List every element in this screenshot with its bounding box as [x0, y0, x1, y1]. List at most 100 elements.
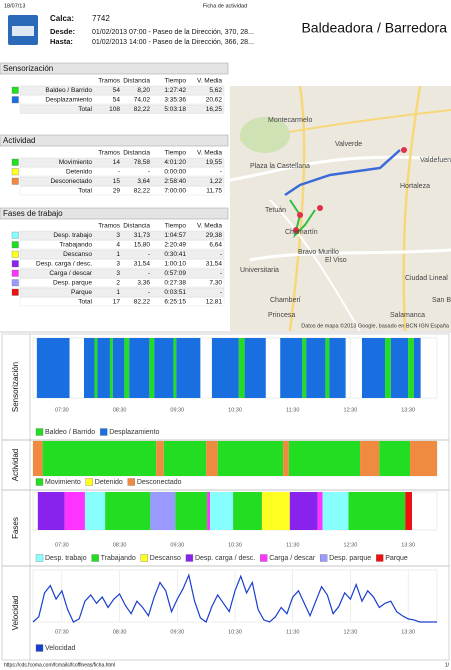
map-label: Universitaria	[240, 267, 279, 274]
x-tick-label: 08:30	[113, 542, 127, 548]
x-tick-label: 07:30	[55, 407, 69, 413]
x-tick-label: 08:30	[113, 629, 127, 635]
segment	[362, 338, 385, 398]
cell: 2	[116, 280, 120, 287]
print-title: Ficha de actividad	[203, 3, 247, 9]
cell: -	[148, 289, 150, 296]
segment	[175, 492, 207, 530]
legend-label: Parque	[385, 555, 408, 562]
segment	[206, 441, 218, 476]
legend-swatch	[36, 429, 43, 436]
segment	[150, 492, 175, 530]
row-swatch	[12, 232, 19, 239]
cell: 31,54	[206, 261, 223, 268]
row-label: Desp. trabajo	[53, 232, 92, 239]
row-label: Trabajando	[59, 242, 92, 249]
page: 18/07/13 Ficha de actividad Calca: 7742 …	[0, 0, 451, 670]
cell: 6,64	[209, 242, 222, 249]
panel-label: Actividad	[11, 449, 20, 481]
cell: -	[148, 169, 150, 176]
x-tick-label: 11:30	[286, 542, 299, 548]
legend-swatch	[36, 479, 43, 486]
row-bg	[20, 288, 224, 297]
legend-label: Velocidad	[45, 645, 75, 652]
legend-swatch	[86, 479, 93, 486]
row-swatch	[12, 270, 19, 277]
cell: -	[220, 270, 222, 277]
column-header: Tiempo	[165, 78, 187, 85]
segment	[385, 338, 391, 398]
cell: 4:01:20	[164, 159, 186, 166]
x-tick-label: 11:30	[286, 629, 299, 635]
row-label: Descanso	[63, 251, 92, 258]
x-tick-label: 10:30	[228, 407, 242, 413]
segment	[85, 492, 105, 530]
info-label: Hasta:	[50, 37, 73, 46]
segment	[33, 441, 43, 476]
row-swatch	[12, 169, 19, 176]
row-swatch	[12, 159, 19, 166]
cell: 1:04:57	[164, 232, 186, 239]
legend-swatch	[320, 555, 327, 562]
cell: 1,22	[209, 178, 222, 185]
row-swatch	[12, 289, 19, 296]
cell: 5,62	[209, 87, 222, 94]
legend-label: Desp. parque	[329, 555, 371, 562]
vehicle-name: Baldeadora / Barredora	[301, 20, 447, 36]
segment	[38, 492, 65, 530]
cell: 3	[116, 270, 120, 277]
row-bg	[20, 298, 224, 307]
cell: 14	[113, 159, 121, 166]
info-label: Calca:	[50, 14, 74, 23]
segment	[97, 338, 110, 398]
segment	[65, 492, 85, 530]
cell: 54	[113, 97, 121, 104]
cell: 16,25	[206, 106, 223, 113]
cell: -	[220, 251, 222, 258]
segment	[289, 441, 360, 476]
segment	[391, 338, 408, 398]
panel-label: Velocidad	[11, 596, 20, 631]
info-value: 01/02/2013 14:00 - Paseo de la Dirección…	[92, 39, 254, 46]
column-header: Tramos	[98, 223, 121, 230]
legend-label: Desplazamiento	[109, 429, 159, 436]
segment	[110, 338, 113, 398]
cell: 2:58:40	[164, 178, 186, 185]
column-header: Tiempo	[165, 150, 187, 157]
cell: 3,36	[137, 280, 150, 287]
segment	[410, 441, 437, 476]
cell: 1	[116, 289, 120, 296]
map-label: Chamartín	[285, 229, 318, 236]
x-tick-label: 09:30	[170, 542, 184, 548]
segment	[84, 338, 95, 398]
x-tick-label: 07:30	[55, 629, 69, 635]
legend-swatch	[92, 555, 99, 562]
cell: 29	[113, 188, 121, 195]
vehicle-icon-body	[12, 26, 34, 36]
map-label: San Bl	[432, 297, 451, 304]
map-label: Valverde	[335, 141, 362, 148]
x-tick-label: 10:30	[228, 542, 242, 548]
segment	[379, 441, 410, 476]
column-header: Distancia	[123, 78, 150, 85]
cell: 0:57:09	[164, 270, 186, 277]
segment	[233, 492, 262, 530]
map-label: Princesa	[268, 312, 295, 319]
cell: 74,02	[134, 97, 151, 104]
cell: 3:35:36	[164, 97, 186, 104]
cell: -	[148, 251, 150, 258]
footer-page: 1/	[445, 662, 450, 668]
segment	[173, 338, 176, 398]
cell: 0:30:41	[164, 251, 186, 258]
row-label: Movimiento	[59, 159, 93, 166]
cell: -	[118, 169, 120, 176]
cell: 1	[116, 251, 120, 258]
panel-label: Fases	[11, 517, 20, 539]
row-swatch	[12, 97, 19, 104]
cell: 7:00:00	[164, 188, 186, 195]
cell: 108	[109, 106, 120, 113]
row-label: Carga / descar	[49, 270, 92, 277]
row-bg	[20, 168, 224, 177]
segment	[156, 441, 164, 476]
footer-url: https://cds.fcoma.com/fcmails/fcofflneas…	[4, 662, 115, 668]
